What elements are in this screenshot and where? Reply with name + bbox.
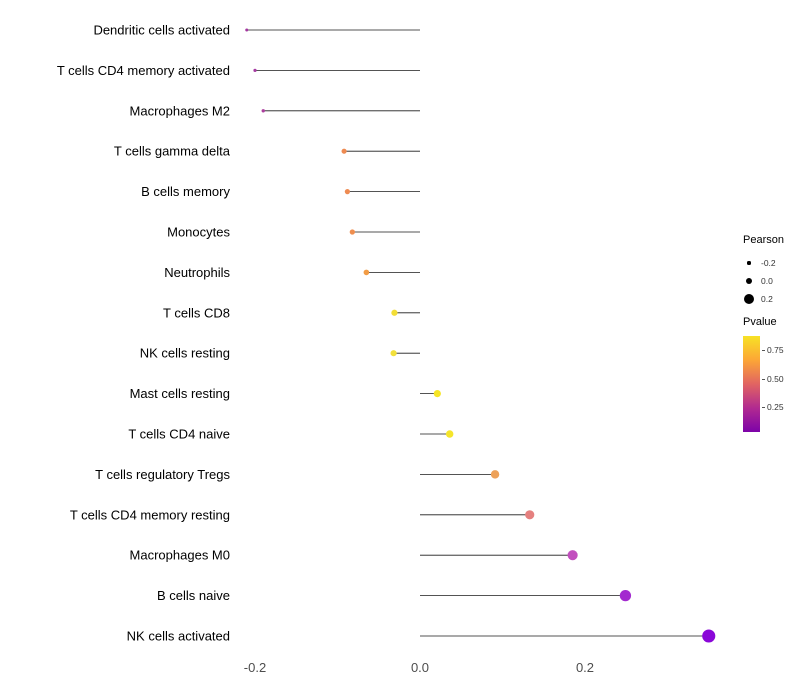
size-legend-dot-wrap (743, 293, 755, 305)
category-label: NK cells resting (140, 346, 230, 361)
lollipop-dot (245, 28, 249, 32)
category-label: T cells CD8 (163, 305, 230, 320)
size-legend-dot (743, 293, 755, 305)
lollipop-dot (344, 188, 351, 195)
category-label: T cells CD4 naive (128, 427, 230, 442)
lollipop-dot (349, 229, 356, 235)
category-label: Macrophages M2 (130, 103, 230, 118)
pvalue-tick-label: 0.75 (762, 345, 784, 355)
size-legend-label: 0.0 (761, 276, 773, 286)
category-label: Monocytes (167, 225, 230, 240)
lollipop-dot (525, 510, 535, 520)
pvalue-gradient-wrap: 0.75 0.50 0.25 (743, 336, 784, 432)
pvalue-legend-title: Pvalue (743, 316, 777, 328)
lollipop-dot (391, 309, 398, 316)
category-label: Dendritic cells activated (93, 23, 230, 38)
category-label: T cells CD4 memory resting (70, 507, 230, 522)
lollipop-dot (341, 148, 347, 154)
lollipop-dot (261, 109, 265, 113)
category-label: Macrophages M0 (130, 548, 230, 563)
size-legend-label: 0.2 (761, 294, 773, 304)
lollipop-dot (390, 350, 397, 357)
size-legend-entry: 0.2 (743, 290, 784, 308)
lollipop-dot (490, 470, 500, 479)
lollipop-dot (363, 269, 370, 276)
category-label: NK cells activated (127, 629, 230, 644)
pearson-legend-title: Pearson (743, 234, 784, 246)
category-label: B cells naive (157, 588, 230, 603)
pearson-size-legend: Pearson -0.2 0.0 0.2 (743, 234, 784, 308)
lollipop-dot (567, 550, 578, 561)
pvalue-tick-label: 0.25 (762, 402, 784, 412)
category-label: T cells CD4 memory activated (57, 63, 230, 78)
lollipop-dot (433, 390, 441, 398)
pearson-legend-entries: -0.2 0.0 0.2 (743, 254, 784, 308)
size-legend-entry: -0.2 (743, 254, 784, 272)
x-tick-label: -0.2 (244, 660, 266, 675)
x-tick-label: 0.2 (576, 660, 594, 675)
size-legend-label: -0.2 (761, 258, 776, 268)
lollipop-dot (445, 430, 454, 438)
category-label: B cells memory (141, 184, 230, 199)
size-legend-dot-wrap (743, 261, 755, 265)
size-legend-dot-wrap (743, 277, 755, 285)
lollipop-dot (253, 68, 257, 72)
pvalue-tick-label: 0.50 (762, 374, 784, 384)
size-legend-dot (747, 261, 751, 265)
lollipop-dot (702, 629, 716, 643)
size-legend-entry: 0.0 (743, 272, 784, 290)
pvalue-color-legend: Pvalue 0.75 0.50 0.25 (743, 316, 784, 432)
category-label: T cells regulatory Tregs (95, 467, 230, 482)
pvalue-gradient-bar (743, 336, 760, 432)
x-tick-label: 0.0 (411, 660, 429, 675)
category-label: Neutrophils (164, 265, 230, 280)
category-label: T cells gamma delta (114, 144, 231, 159)
size-legend-dot (745, 277, 753, 285)
lollipop-dot (619, 589, 632, 602)
category-label: Mast cells resting (130, 386, 230, 401)
